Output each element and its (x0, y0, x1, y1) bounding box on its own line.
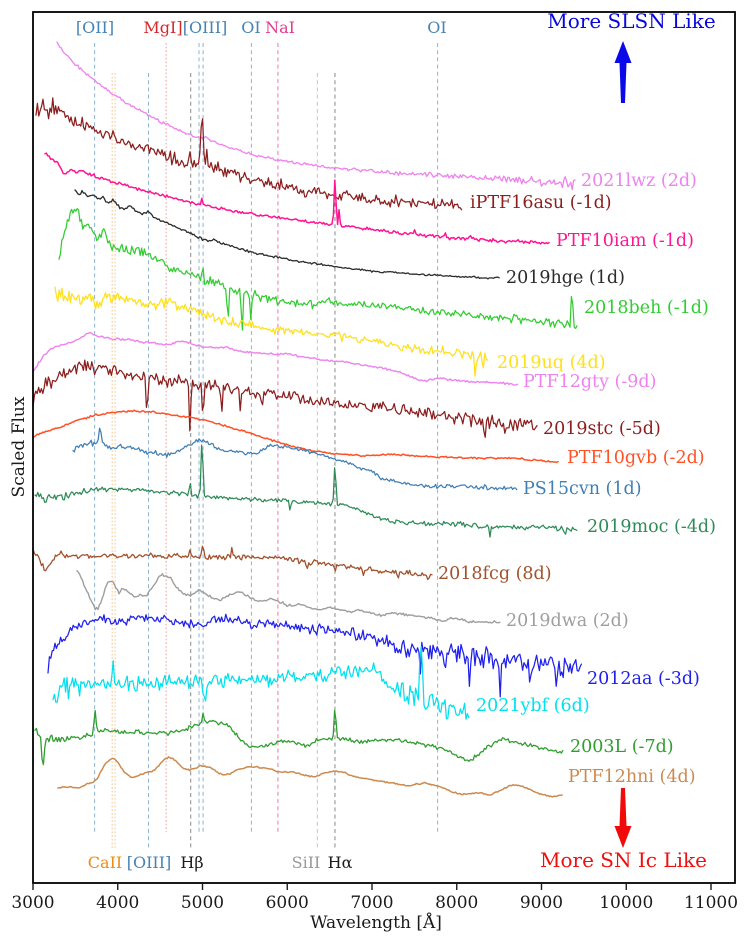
spectrum-PTF10iam (44, 152, 550, 245)
spectrum-2019stc (32, 359, 538, 438)
spectrum-2012aa (47, 613, 583, 698)
spectrum-label-2012aa: 2012aa (-3d) (587, 669, 700, 689)
spectrum-PTF10gvb (32, 409, 559, 464)
spectrum-2019hge (74, 189, 500, 280)
spectrum-2019moc (34, 444, 578, 538)
spectrum-2019uq (54, 286, 489, 377)
x-tick-label-11000: 11000 (684, 893, 738, 913)
spectrum-2018fcg (32, 545, 433, 581)
snic-down-arrow (614, 788, 632, 848)
ion-label-bottom-oiii: [OIII] (127, 853, 172, 872)
spectrum-label-2019uq: 2019uq (4d) (497, 353, 606, 373)
snic-direction-label: More SN Ic Like (540, 848, 707, 872)
y-axis-label: Scaled Flux (9, 396, 29, 498)
spectrum-2019dwa (76, 570, 501, 624)
ion-label-top-oi: OI (427, 18, 446, 37)
spectrum-2003L (34, 709, 564, 766)
ion-label-top-oii: [OII] (76, 18, 114, 37)
x-tick-label-8000: 8000 (435, 893, 478, 913)
plot-frame (32, 11, 736, 884)
x-axis-label: Wavelength [Å] (310, 913, 442, 933)
slsn-up-arrow (614, 41, 632, 103)
spectrum-label-2019stc: 2019stc (-5d) (543, 419, 661, 439)
ion-label-top-oi: OI (241, 18, 260, 37)
spectrum-label-PS15cvn: PS15cvn (1d) (523, 479, 642, 499)
spectrum-label-2019dwa: 2019dwa (2d) (506, 611, 629, 631)
x-tick-label-9000: 9000 (520, 893, 563, 913)
x-tick-label-5000: 5000 (181, 893, 224, 913)
spectrum-label-2021ybf: 2021ybf (6d) (476, 696, 590, 716)
spectrum-label-2018beh: 2018beh (-1d) (584, 298, 709, 318)
ion-label-bottom-hα: Hα (328, 853, 353, 872)
spectrum-2018beh (58, 207, 578, 331)
ion-label-bottom-hβ: Hβ (180, 853, 203, 872)
spectrum-label-PTF12gty: PTF12gty (-9d) (523, 372, 656, 392)
ion-label-bottom-caii: CaII (88, 853, 122, 872)
spectrum-label-PTF10iam: PTF10iam (-1d) (556, 231, 694, 251)
spectrum-label-PTF12hni: PTF12hni (4d) (568, 767, 696, 787)
slsn-direction-label: More SLSN Like (547, 9, 716, 33)
spectrum-2021lwz (56, 41, 576, 191)
spectrum-label-2019moc: 2019moc (-4d) (587, 517, 716, 537)
spectrum-label-2003L: 2003L (-7d) (570, 737, 674, 757)
spectrum-iPTF16asu (35, 97, 463, 211)
spectrum-PS15cvn (72, 427, 518, 491)
ion-label-top-nai: NaI (265, 18, 295, 37)
spectrum-PTF12hni (57, 756, 563, 798)
ion-label-top-oiii: [OIII] (183, 18, 228, 37)
x-tick-label-10000: 10000 (599, 893, 653, 913)
ion-label-top-mgi: MgI] (143, 18, 182, 37)
spectrum-label-2021lwz: 2021lwz (2d) (581, 171, 697, 191)
spectrum-PTF12gty (32, 331, 519, 386)
spectrum-label-iPTF16asu: iPTF16asu (-1d) (470, 193, 612, 213)
x-tick-label-6000: 6000 (266, 893, 309, 913)
spectrum-label-2018fcg: 2018fcg (8d) (438, 564, 552, 584)
ion-label-bottom-siii: SiII (292, 853, 321, 872)
x-tick-label-7000: 7000 (350, 893, 393, 913)
x-tick-label-3000: 3000 (11, 893, 54, 913)
spectrum-2021ybf (52, 646, 470, 720)
x-tick-label-4000: 4000 (96, 893, 139, 913)
spectrum-label-2019hge: 2019hge (1d) (506, 268, 625, 288)
spectrum-label-PTF10gvb: PTF10gvb (-2d) (567, 448, 705, 468)
